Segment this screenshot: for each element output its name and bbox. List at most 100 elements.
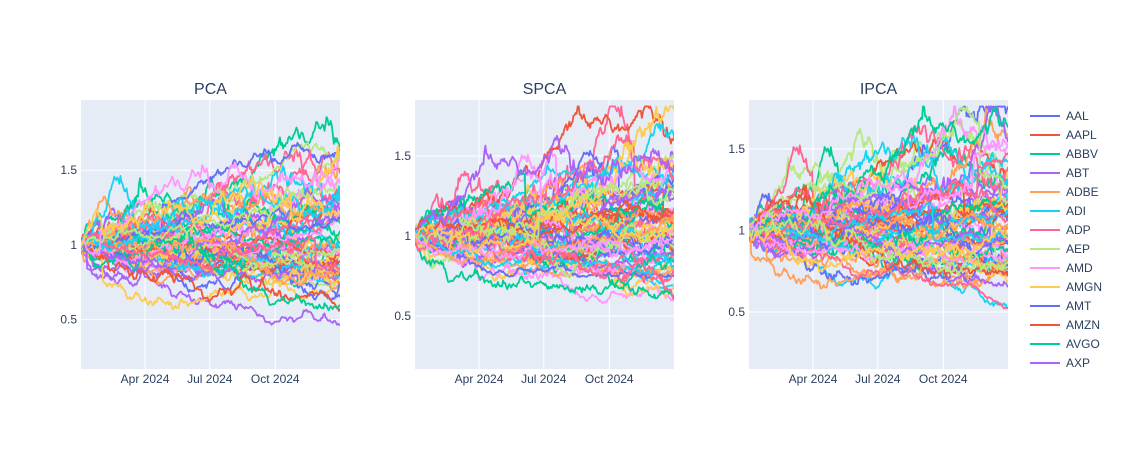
series-line [81, 232, 340, 270]
legend-swatch [1030, 190, 1060, 193]
legend-label: AAPL [1066, 127, 1097, 142]
series-line [81, 141, 340, 246]
series-line [415, 235, 674, 260]
series-line [81, 238, 340, 310]
legend-item[interactable]: AAPL [1030, 125, 1102, 144]
series-line [415, 169, 674, 245]
legend-label: AVGO [1066, 336, 1100, 351]
series-lines-ipca [749, 105, 1008, 310]
series-line [749, 227, 1008, 310]
legend-item[interactable]: AAL [1030, 106, 1102, 125]
series-line [749, 217, 1008, 276]
series-line [81, 211, 340, 266]
y-tick-label: 0.5 [728, 305, 745, 319]
series-line [81, 232, 340, 274]
y-tick-label: 0.5 [394, 309, 411, 323]
legend-swatch [1030, 361, 1060, 364]
legend-item[interactable]: ADBE [1030, 182, 1102, 201]
series-line [81, 165, 340, 249]
legend-item[interactable]: ADI [1030, 201, 1102, 220]
x-tick-label: Oct 2024 [251, 372, 300, 386]
subplot-title: PCA [194, 81, 227, 98]
legend-label: ADP [1066, 222, 1091, 237]
y-tick-label: 1 [404, 229, 411, 243]
legend-swatch [1030, 323, 1060, 326]
x-tick-label: Apr 2024 [121, 372, 170, 386]
series-line [749, 201, 1008, 241]
legend-item[interactable]: ADP [1030, 220, 1102, 239]
legend-label: AMT [1066, 298, 1092, 313]
y-tick-label: 0.5 [60, 313, 77, 327]
legend-swatch [1030, 133, 1060, 136]
legend-swatch [1030, 152, 1060, 155]
series-line [415, 210, 674, 254]
legend-item[interactable]: AMT [1030, 296, 1102, 315]
y-tick-label: 1 [70, 238, 77, 252]
series-line [415, 237, 674, 279]
y-tick-label: 1 [738, 223, 745, 237]
series-line [415, 135, 674, 241]
legend-swatch [1030, 209, 1060, 212]
series-line [81, 224, 340, 287]
x-tick-label: Jul 2024 [521, 372, 567, 386]
legend-swatch [1030, 342, 1060, 345]
legend-label: AMGN [1066, 279, 1102, 294]
legend-label: ADI [1066, 203, 1087, 218]
series-line [749, 144, 1008, 238]
legend[interactable]: AAL AAPL ABBV ABT ADBE ADI ADP AEP AMD AMGN AMT AMZ… [1030, 106, 1102, 372]
legend-swatch [1030, 114, 1060, 117]
series-line [749, 138, 1008, 233]
legend-label: ABT [1066, 165, 1090, 180]
y-tick-label: 1.5 [728, 142, 745, 156]
series-line [415, 237, 674, 296]
x-tick-label: Oct 2024 [919, 372, 968, 386]
x-tick-label: Apr 2024 [455, 372, 504, 386]
series-line [749, 220, 1008, 256]
legend-swatch [1030, 285, 1060, 288]
legend-item[interactable]: AEP [1030, 239, 1102, 258]
legend-label: AAL [1066, 108, 1089, 123]
legend-label: AXP [1066, 355, 1091, 370]
legend-label: AEP [1066, 241, 1091, 256]
legend-item[interactable]: AMZN [1030, 315, 1102, 334]
series-lines-spca [415, 105, 674, 304]
subplot-title: SPCA [523, 81, 567, 98]
series-line [81, 245, 340, 326]
legend-label: AMZN [1066, 317, 1100, 332]
legend-swatch [1030, 247, 1060, 250]
legend-label: ADBE [1066, 184, 1099, 199]
series-lines-pca [81, 116, 340, 326]
series-line [81, 174, 340, 248]
x-tick-label: Jul 2024 [187, 372, 233, 386]
y-tick-label: 1.5 [394, 149, 411, 163]
legend-item[interactable]: AVGO [1030, 334, 1102, 353]
legend-swatch [1030, 171, 1060, 174]
series-line [415, 199, 674, 240]
x-tick-label: Apr 2024 [789, 372, 838, 386]
legend-label: ABBV [1066, 146, 1099, 161]
legend-item[interactable]: AMGN [1030, 277, 1102, 296]
series-line [81, 190, 340, 247]
x-tick-label: Jul 2024 [855, 372, 901, 386]
y-tick-label: 1.5 [60, 163, 77, 177]
series-line [749, 105, 1008, 249]
subplot-title: IPCA [860, 81, 898, 98]
series-line [81, 186, 340, 252]
legend-item[interactable]: AXP [1030, 353, 1102, 372]
legend-swatch [1030, 266, 1060, 269]
legend-item[interactable]: AMD [1030, 258, 1102, 277]
legend-item[interactable]: ABBV [1030, 144, 1102, 163]
legend-label: AMD [1066, 260, 1093, 275]
series-line [81, 235, 340, 264]
legend-item[interactable]: ABT [1030, 163, 1102, 182]
legend-swatch [1030, 228, 1060, 231]
series-line [749, 209, 1008, 255]
series-line [415, 134, 674, 243]
legend-swatch [1030, 304, 1060, 307]
series-line [415, 105, 674, 242]
series-line [415, 221, 674, 278]
series-line [415, 141, 674, 262]
series-line [749, 226, 1008, 273]
